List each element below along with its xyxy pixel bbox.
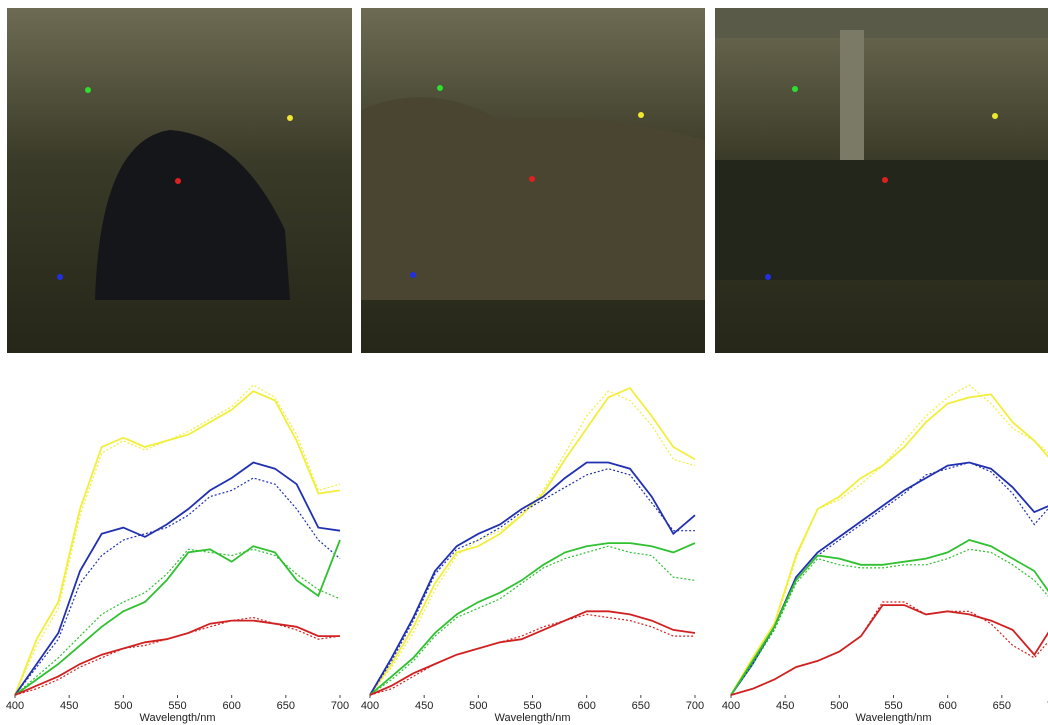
x-tick-label: 600 (938, 700, 956, 712)
spectrum-line (370, 388, 695, 695)
photo-3 (715, 8, 1048, 353)
spectrum-line (15, 391, 340, 695)
spectrum-line (370, 391, 695, 695)
spectrum-line (731, 549, 1048, 695)
x-tick-label: 400 (6, 700, 24, 712)
spectrum-line (370, 611, 695, 695)
x-tick-label: 450 (776, 700, 794, 712)
x-tick-label: 700 (686, 700, 704, 712)
x-tick-label: 500 (469, 700, 487, 712)
x-tick-label: 550 (168, 700, 186, 712)
x-tick-label: 650 (632, 700, 650, 712)
x-tick-label: 550 (523, 700, 541, 712)
x-tick-label: 600 (577, 700, 595, 712)
spectrum-line (370, 614, 695, 695)
spectrum-line (370, 463, 695, 696)
x-tick-label: 500 (830, 700, 848, 712)
spectrum-line (15, 618, 340, 696)
x-tick-label: 400 (361, 700, 379, 712)
photo-2 (361, 8, 705, 353)
x-tick-label: 700 (331, 700, 349, 712)
spectrum-line (731, 394, 1048, 695)
spectrum-line (731, 385, 1048, 695)
spectrum-line (731, 540, 1048, 695)
x-tick-label: 450 (415, 700, 433, 712)
x-tick-label: 450 (60, 700, 78, 712)
photo-1 (7, 8, 352, 353)
x-axis-label: Wavelength/nm (494, 712, 570, 724)
spectrum-line (731, 463, 1048, 696)
spectrum-line (731, 463, 1048, 696)
x-tick-label: 600 (222, 700, 240, 712)
spectrum-line (15, 621, 340, 695)
x-axis-label: Wavelength/nm (139, 712, 215, 724)
spectrum-line (15, 478, 340, 695)
spectrum-line (370, 546, 695, 695)
x-tick-label: 650 (993, 700, 1011, 712)
x-tick-label: 400 (722, 700, 740, 712)
x-axis-label: Wavelength/nm (855, 712, 931, 724)
x-tick-label: 650 (277, 700, 295, 712)
figure: 400 450 500 550 600 650 700 Wavelength/nm 400 450… (0, 0, 1048, 725)
x-tick-label: 550 (884, 700, 902, 712)
x-tick-label: 500 (114, 700, 132, 712)
